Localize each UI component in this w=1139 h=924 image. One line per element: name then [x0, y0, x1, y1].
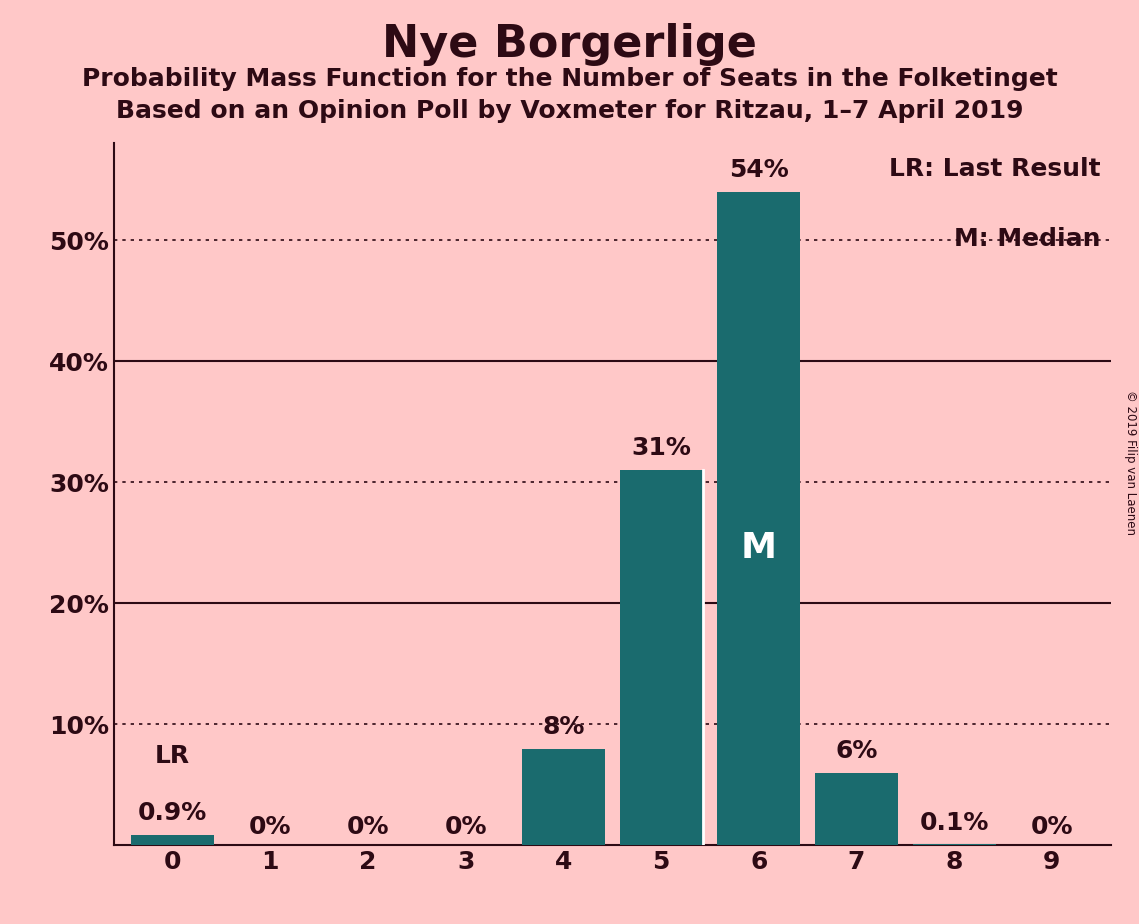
Bar [620, 470, 703, 845]
Text: 0%: 0% [249, 815, 292, 839]
Text: Nye Borgerlige: Nye Borgerlige [382, 23, 757, 67]
Text: 6%: 6% [835, 739, 878, 763]
Text: M: M [740, 531, 777, 565]
Text: 31%: 31% [631, 436, 691, 460]
Text: 0%: 0% [346, 815, 390, 839]
Text: 0%: 0% [1031, 815, 1073, 839]
Text: M: Median: M: Median [954, 227, 1100, 251]
Text: 0%: 0% [444, 815, 486, 839]
Text: Probability Mass Function for the Number of Seats in the Folketinget: Probability Mass Function for the Number… [82, 67, 1057, 91]
Bar [718, 191, 801, 845]
Text: LR: LR [155, 744, 190, 768]
Bar [522, 748, 605, 845]
Text: 8%: 8% [542, 715, 584, 739]
Text: 0.9%: 0.9% [138, 801, 207, 825]
Text: © 2019 Filip van Laenen: © 2019 Filip van Laenen [1124, 390, 1137, 534]
Text: Based on an Opinion Poll by Voxmeter for Ritzau, 1–7 April 2019: Based on an Opinion Poll by Voxmeter for… [116, 99, 1023, 123]
Bar [816, 772, 898, 845]
Text: 0.1%: 0.1% [919, 810, 989, 834]
Bar [131, 834, 214, 845]
Text: LR: Last Result: LR: Last Result [888, 157, 1100, 181]
Text: 54%: 54% [729, 158, 788, 182]
